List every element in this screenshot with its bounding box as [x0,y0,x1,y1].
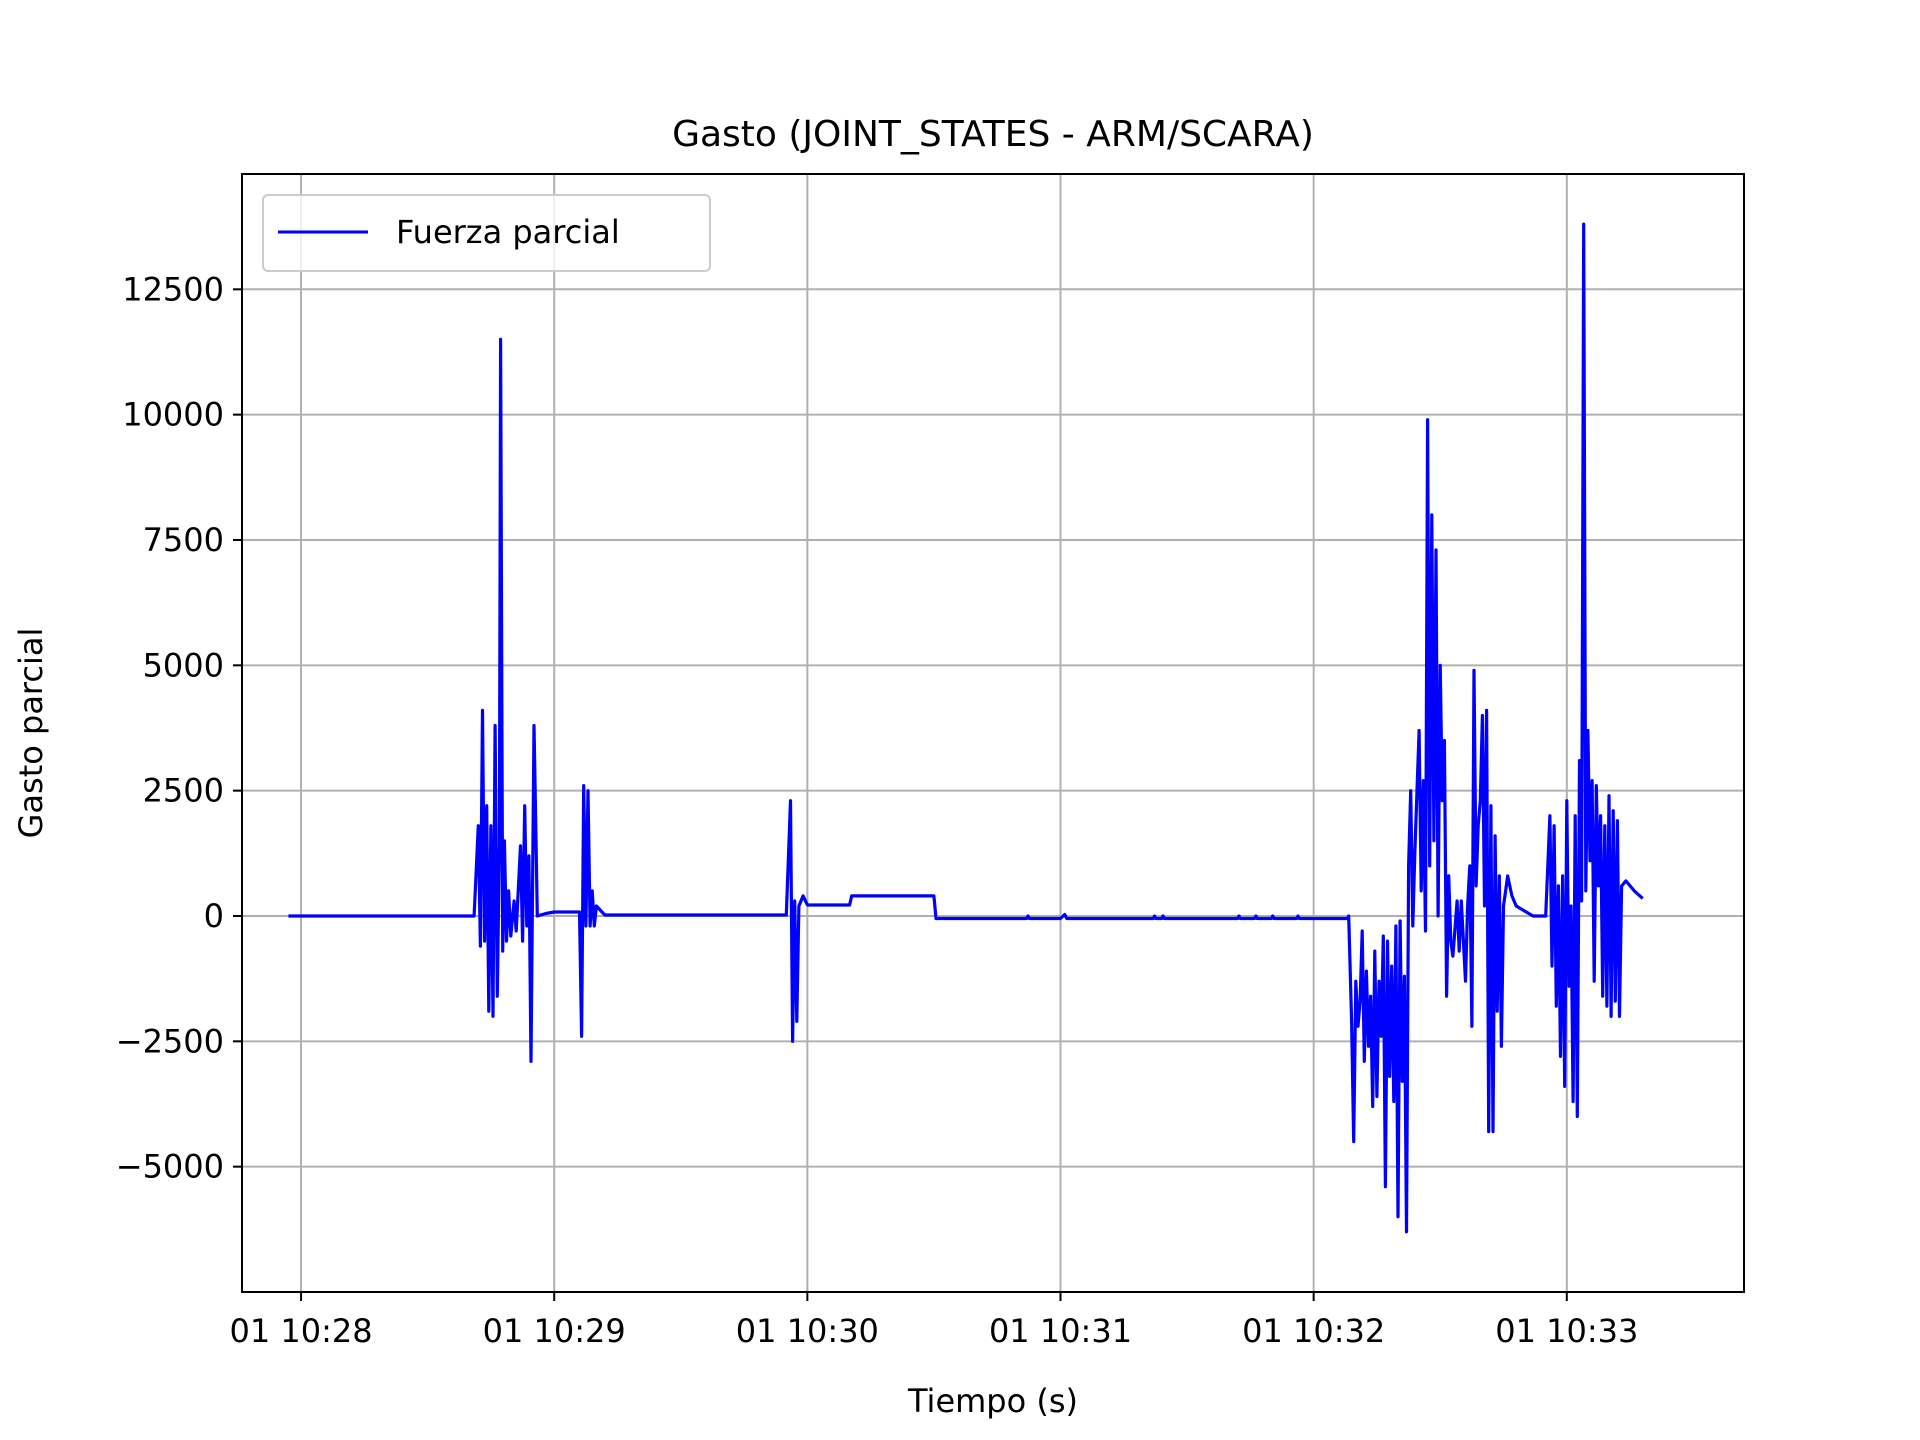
plot-frame [241,173,1745,1293]
y-tick-label: 12500 [122,270,224,308]
y-tick-label: 2500 [143,772,224,810]
grid-layer [242,174,1744,1292]
legend-label-fuerza-parcial: Fuerza parcial [396,213,620,251]
y-tick-label: 5000 [143,646,224,684]
y-tick-label: −5000 [116,1148,224,1186]
x-tick-label: 01 10:30 [736,1312,879,1350]
data-layer [288,222,1644,1234]
series-line-fuerza-parcial [288,222,1644,1234]
y-tick-label: −2500 [116,1022,224,1060]
y-tick-label: 0 [204,897,224,935]
x-tick-label: 01 10:31 [989,1312,1132,1350]
legend: Fuerza parcial [262,194,711,272]
x-axis-label: Tiempo (s) [907,1382,1078,1420]
x-tick-label: 01 10:32 [1242,1312,1385,1350]
y-tick-label: 10000 [122,396,224,434]
y-axis-label: Gasto parcial [12,628,50,839]
y-tick-label: 7500 [143,521,224,559]
x-tick-label: 01 10:33 [1495,1312,1638,1350]
x-tick-label: 01 10:29 [483,1312,626,1350]
ticks-layer: 01 10:28 01 10:29 01 10:30 01 10:31 01 10:32… [116,270,1639,1350]
x-tick-label: 01 10:28 [230,1312,373,1350]
legend-box [262,194,711,272]
chart-title: Gasto (JOINT_STATES - ARM/SCARA) [672,114,1314,155]
